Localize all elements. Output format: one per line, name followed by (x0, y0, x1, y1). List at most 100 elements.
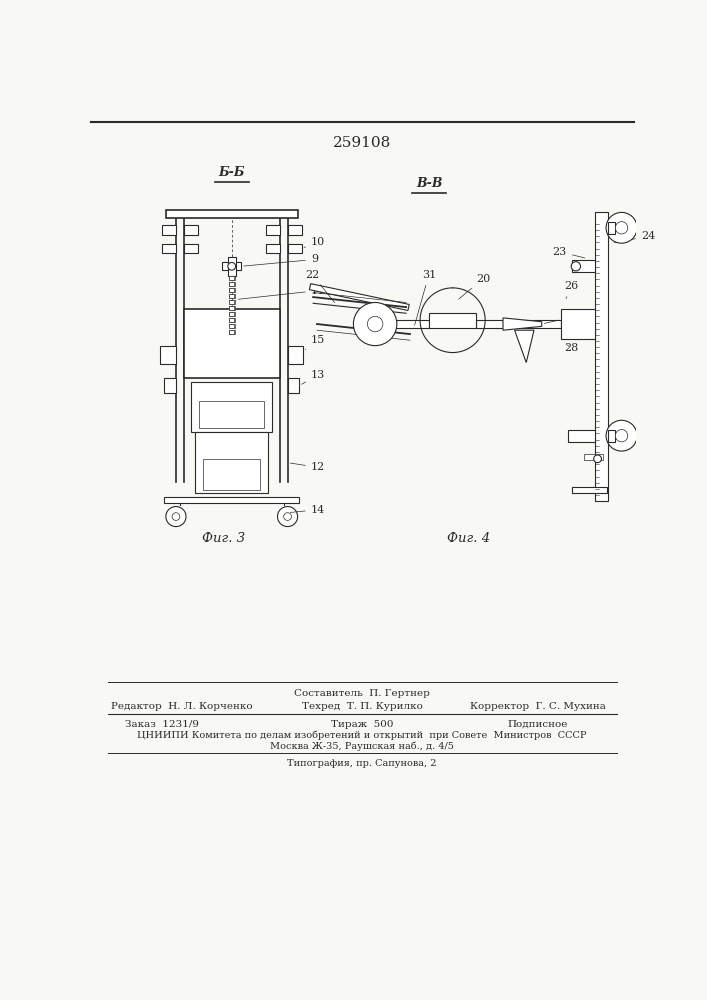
Bar (228, 330, 235, 334)
Text: 31: 31 (544, 312, 578, 323)
Text: Москва Ж-35, Раушская наб., д. 4/5: Москва Ж-35, Раушская наб., д. 4/5 (270, 741, 454, 751)
Bar (162, 244, 176, 253)
Bar (195, 432, 268, 493)
Bar (230, 306, 234, 310)
Text: Типография, пр. Сапунова, 2: Типография, пр. Сапунова, 2 (287, 759, 437, 768)
Bar (160, 346, 176, 364)
Bar (572, 260, 595, 272)
Bar (266, 225, 280, 235)
Circle shape (571, 262, 580, 271)
Text: 259108: 259108 (333, 136, 391, 150)
Bar (184, 244, 198, 253)
Bar (230, 276, 234, 280)
Text: Корректор  Г. С. Мухина: Корректор Г. С. Мухина (470, 702, 606, 711)
Circle shape (368, 316, 383, 332)
Circle shape (284, 513, 291, 520)
Bar (568, 430, 595, 442)
Polygon shape (503, 318, 542, 330)
Circle shape (172, 513, 180, 520)
Bar (228, 288, 235, 292)
Bar (607, 222, 615, 234)
Bar (230, 330, 234, 334)
Bar (164, 497, 299, 503)
Text: 28: 28 (564, 343, 578, 353)
Bar (368, 320, 429, 328)
Bar (476, 320, 561, 328)
Bar (166, 210, 298, 218)
Bar (199, 401, 264, 428)
Bar (230, 300, 234, 304)
Text: Фиг. 3: Фиг. 3 (202, 532, 245, 545)
Circle shape (594, 455, 602, 463)
Bar (230, 288, 234, 292)
Bar (230, 282, 234, 286)
Text: Заказ  1231/9: Заказ 1231/9 (125, 720, 199, 729)
Circle shape (606, 420, 637, 451)
Bar (561, 309, 595, 339)
Bar (230, 324, 234, 328)
Text: 10: 10 (304, 237, 325, 248)
Circle shape (166, 507, 186, 527)
Circle shape (277, 507, 298, 527)
Text: Подписное: Подписное (508, 720, 568, 729)
Circle shape (228, 262, 235, 270)
Bar (228, 312, 235, 316)
Text: 13: 13 (302, 370, 325, 384)
Text: 31: 31 (414, 270, 436, 325)
Text: В-В: В-В (416, 177, 443, 190)
Bar (228, 318, 235, 322)
Text: 12: 12 (291, 462, 325, 472)
Bar (266, 244, 280, 253)
Bar (164, 378, 176, 393)
Text: 11: 11 (238, 286, 325, 299)
Text: 24: 24 (614, 231, 655, 243)
Bar (288, 244, 301, 253)
Bar (572, 487, 607, 493)
Text: 14: 14 (291, 505, 325, 515)
Text: Б-Б: Б-Б (218, 166, 245, 179)
Bar (228, 324, 235, 328)
Text: Тираж  500: Тираж 500 (331, 720, 393, 729)
Text: 26: 26 (564, 281, 578, 298)
Bar (429, 312, 476, 328)
Bar (228, 300, 235, 304)
Bar (288, 378, 299, 393)
Circle shape (606, 212, 637, 243)
Bar (192, 382, 272, 432)
Bar (228, 276, 235, 280)
Text: 25: 25 (0, 999, 1, 1000)
Bar (184, 225, 198, 235)
Text: 15: 15 (305, 335, 325, 349)
Text: 9: 9 (244, 254, 318, 266)
Bar (583, 454, 603, 460)
Bar (288, 346, 303, 364)
Text: 20: 20 (459, 274, 490, 299)
Bar (288, 225, 301, 235)
Bar (310, 284, 409, 310)
Circle shape (354, 302, 397, 346)
Text: Редактор  Н. Л. Корченко: Редактор Н. Л. Корченко (110, 702, 252, 711)
Bar (595, 212, 607, 501)
Text: Составитель  П. Гертнер: Составитель П. Гертнер (294, 689, 430, 698)
Text: Техред  Т. П. Курилко: Техред Т. П. Курилко (301, 702, 422, 711)
Circle shape (615, 430, 628, 442)
Bar (162, 225, 176, 235)
Bar (228, 306, 235, 310)
Polygon shape (515, 330, 534, 363)
Text: Фиг. 4: Фиг. 4 (447, 532, 490, 545)
Bar (230, 318, 234, 322)
Bar (223, 262, 241, 270)
Text: ЦНИИПИ Комитета по делам изобретений и открытий  при Совете  Министров  СССР: ЦНИИПИ Комитета по делам изобретений и о… (137, 730, 587, 740)
Bar (230, 294, 234, 298)
Text: 22: 22 (305, 270, 334, 303)
Bar (230, 312, 234, 316)
Bar (228, 257, 235, 276)
Text: 27: 27 (0, 999, 1, 1000)
Bar (184, 309, 280, 378)
Bar (228, 282, 235, 286)
Bar (607, 430, 615, 442)
Bar (203, 459, 260, 490)
Bar (228, 294, 235, 298)
Circle shape (615, 222, 628, 234)
Text: 23: 23 (553, 247, 585, 258)
